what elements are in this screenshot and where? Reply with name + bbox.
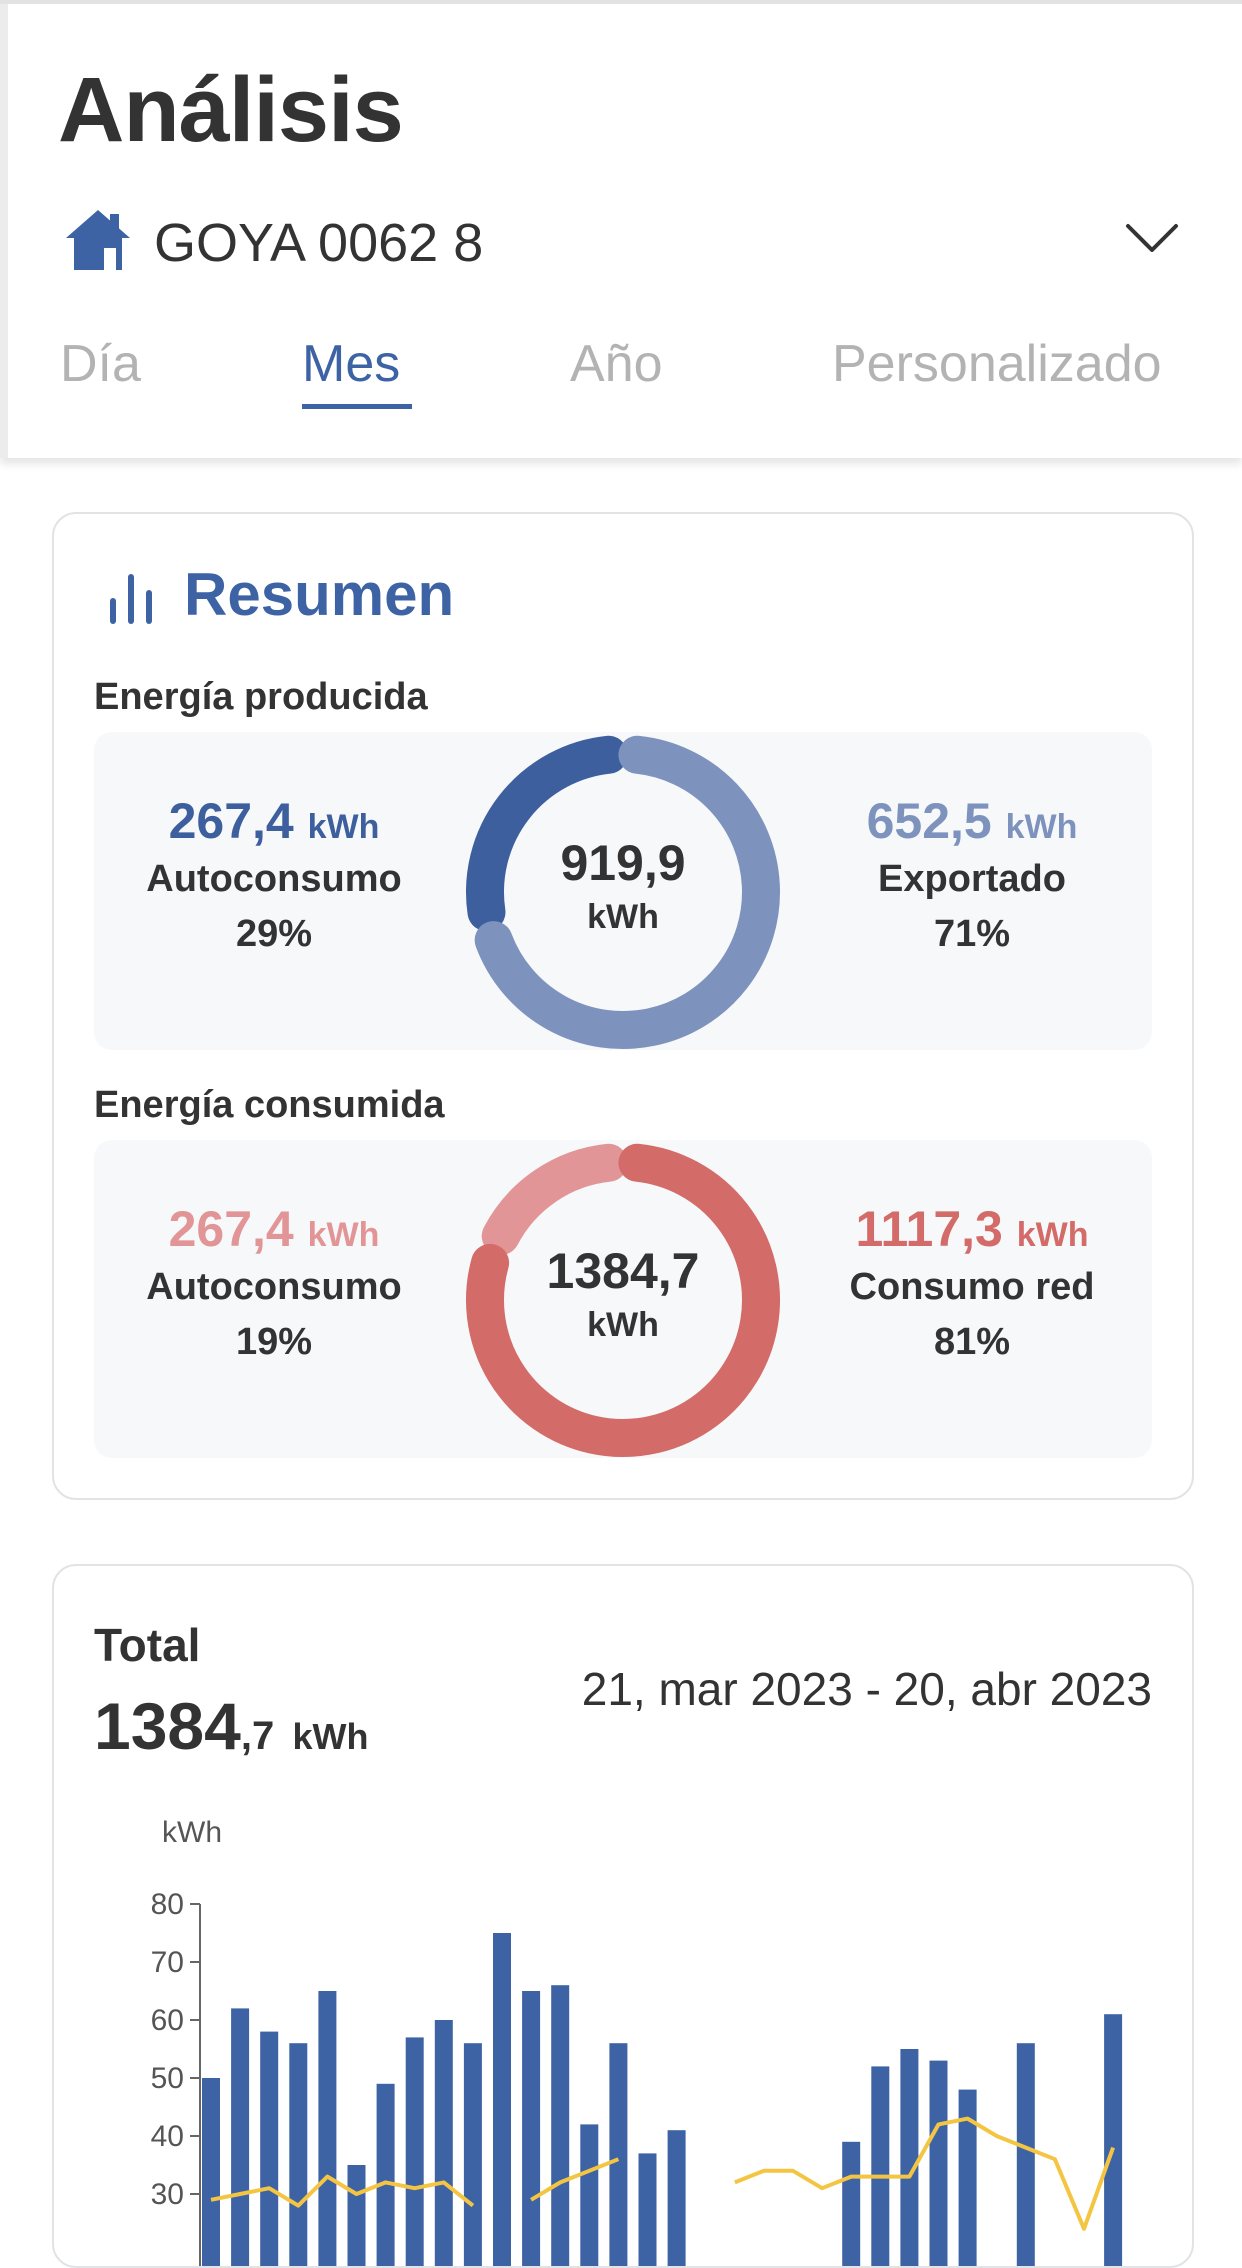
chevron-down-icon[interactable] xyxy=(1124,218,1180,258)
consumed-label: Energía consumida xyxy=(94,1084,445,1126)
consumed-self-segment xyxy=(481,1143,628,1256)
chart-bar[interactable] xyxy=(347,2165,366,2266)
y-tick-label: 40 xyxy=(151,2120,184,2153)
produced-panel: 267,4 kWh Autoconsumo 29% 919,9 kWh 652,… xyxy=(94,732,1152,1050)
house-icon xyxy=(66,210,130,270)
produced-other-label: Exportado xyxy=(878,858,1066,900)
produced-total-unit: kWh xyxy=(587,898,659,936)
chart-bar[interactable] xyxy=(842,2141,861,2266)
consumed-other-segment xyxy=(466,1143,780,1457)
chart-line-segment xyxy=(530,2157,620,2202)
total-card: Total 1384,7 kWh 21, mar 2023 - 20, abr … xyxy=(52,1564,1194,2268)
produced-label: Energía producida xyxy=(94,676,428,718)
produced-self-label: Autoconsumo xyxy=(146,858,402,900)
chart-bar[interactable] xyxy=(1016,2043,1035,2266)
total-label: Total xyxy=(94,1619,201,1671)
consumed-other-label: Consumo red xyxy=(849,1266,1095,1308)
produced-total-value: 919,9 xyxy=(560,835,686,891)
date-range[interactable]: 21, mar 2023 - 20, abr 2023 xyxy=(581,1663,1152,1715)
chart-line-segment xyxy=(734,2116,1115,2231)
y-tick-label: 50 xyxy=(151,2062,184,2095)
produced-total: 919,9 kWh xyxy=(463,834,783,937)
consumed-other-value: 1117,3 kWh xyxy=(855,1201,1089,1257)
chart-bar[interactable] xyxy=(522,1991,541,2266)
summary-title: Resumen xyxy=(184,561,455,628)
consumed-total-unit: kWh xyxy=(587,1306,659,1344)
chart-bar[interactable] xyxy=(434,2020,453,2266)
chart-bar[interactable] xyxy=(493,1933,511,2266)
y-tick-label: 30 xyxy=(151,2178,184,2211)
chart-bar[interactable] xyxy=(638,2153,657,2266)
consumed-total: 1384,7 kWh xyxy=(463,1242,783,1345)
site-name: GOYA 0062 8 xyxy=(154,213,484,273)
page-title: Análisis xyxy=(58,59,404,161)
chart-bar[interactable] xyxy=(231,2008,250,2266)
chart-bar[interactable] xyxy=(609,2043,628,2266)
chart-bar[interactable] xyxy=(318,1991,337,2266)
produced-self-pct: 29% xyxy=(235,913,313,955)
consumed-other-pct: 81% xyxy=(933,1321,1011,1363)
daily-energy-chart: kWh 30 40 50 60 70 80 xyxy=(151,1816,1123,2266)
chart-bar[interactable] xyxy=(667,2130,686,2266)
consumed-self-block: 267,4 kWh Autoconsumo 19% xyxy=(94,1200,454,1364)
chart-bar[interactable] xyxy=(551,1985,570,2266)
consumed-panel: 267,4 kWh Autoconsumo 19% 1384,7 kWh 111… xyxy=(94,1140,1152,1458)
site-selector[interactable]: GOYA 0062 8 xyxy=(64,204,1194,280)
chart-bar[interactable] xyxy=(871,2066,890,2266)
tab-ano[interactable]: Año xyxy=(570,335,663,393)
active-tab-indicator xyxy=(302,404,412,409)
consumed-self-value: 267,4 kWh xyxy=(168,1201,380,1257)
tab-mes[interactable]: Mes xyxy=(302,335,401,393)
produced-other-pct: 71% xyxy=(933,913,1011,955)
y-axis-label: kWh xyxy=(162,1816,222,1849)
period-tabs: Día Mes Año Personalizado xyxy=(0,334,1242,414)
chart-bar[interactable] xyxy=(463,2043,482,2266)
y-tick-label: 70 xyxy=(151,1946,184,1979)
y-tick-label: 60 xyxy=(151,2004,184,2037)
produced-other-block: 652,5 kWh Exportado 71% xyxy=(792,792,1152,956)
chart-bar[interactable] xyxy=(580,2124,599,2266)
chart-bar[interactable] xyxy=(900,2049,919,2266)
consumed-self-pct: 19% xyxy=(235,1321,313,1363)
consumed-other-block: 1117,3 kWh Consumo red 81% xyxy=(792,1200,1152,1364)
chart-bar[interactable] xyxy=(202,2078,220,2266)
produced-donut-chart xyxy=(466,735,780,1049)
y-tick-label: 80 xyxy=(151,1888,184,1921)
chart-bar[interactable] xyxy=(376,2083,395,2266)
chart-bar[interactable] xyxy=(260,2031,279,2266)
chart-line-segment xyxy=(210,2174,475,2208)
produced-self-value: 267,4 kWh xyxy=(168,793,380,849)
consumed-self-label: Autoconsumo xyxy=(146,1266,402,1308)
consumed-total-value: 1384,7 xyxy=(546,1243,700,1299)
tab-personalizado[interactable]: Personalizado xyxy=(832,335,1162,393)
status-bar-divider xyxy=(0,0,1242,4)
produced-self-block: 267,4 kWh Autoconsumo 29% xyxy=(94,792,454,956)
bar-chart-icon xyxy=(110,574,152,624)
chart-bar[interactable] xyxy=(289,2043,308,2266)
produced-self-segment xyxy=(466,735,628,932)
chart-bar[interactable] xyxy=(1104,2014,1123,2266)
chart-bar[interactable] xyxy=(929,2060,948,2266)
total-value: 1384,7 kWh xyxy=(94,1689,369,1763)
produced-other-value: 652,5 kWh xyxy=(866,793,1078,849)
tab-dia[interactable]: Día xyxy=(60,335,141,393)
consumed-donut-chart xyxy=(466,1143,780,1457)
page-header: Análisis GOYA 0062 8 Día Mes Año Persona… xyxy=(0,4,1242,458)
chart-bar[interactable] xyxy=(405,2037,424,2266)
chart-bar[interactable] xyxy=(958,2089,977,2266)
summary-card: Resumen Energía producida 267,4 kWh Auto… xyxy=(52,512,1194,1500)
produced-other-segment xyxy=(474,735,780,1049)
